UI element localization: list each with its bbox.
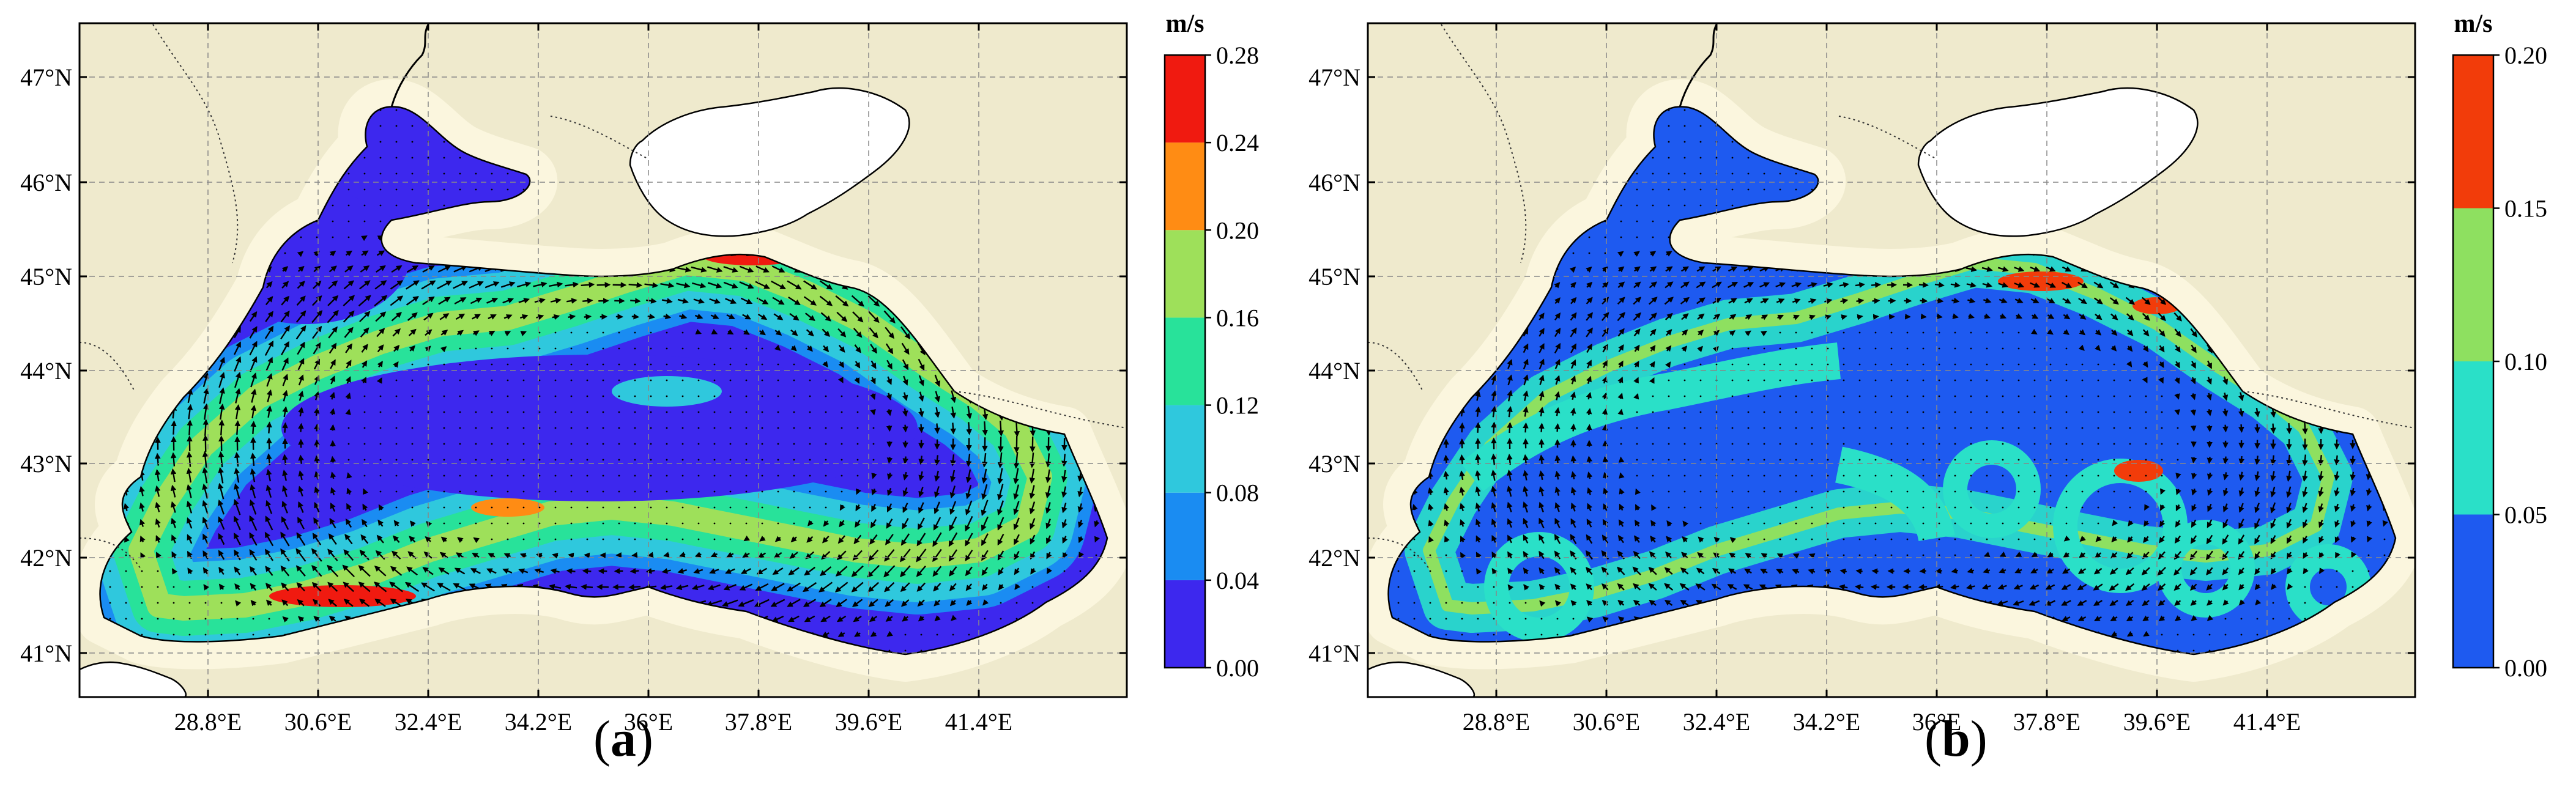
map-frame xyxy=(1367,22,2416,698)
colorbar-segment xyxy=(1165,317,1205,405)
latitude-label: 46°N xyxy=(1308,169,1360,196)
colorbar-tick-label: 0.04 xyxy=(1216,567,1259,594)
dnieper-river xyxy=(390,24,429,108)
colorbar-segment xyxy=(2453,208,2493,361)
colorbar-unit: m/s xyxy=(1166,10,1204,38)
colorbar-tick-label: 0.24 xyxy=(1216,129,1259,157)
longitude-label: 32.4°E xyxy=(395,708,462,736)
sea-of-azov xyxy=(1917,87,2199,237)
latitude-label: 47°N xyxy=(20,64,72,91)
colorbar-tick-label: 0.00 xyxy=(2504,654,2547,682)
latitude-label: 45°N xyxy=(1308,263,1360,290)
map-frame xyxy=(78,22,1128,698)
colorbar-tick-label: 0.15 xyxy=(2504,195,2547,223)
latitude-label: 46°N xyxy=(20,169,72,196)
national-border xyxy=(152,24,239,264)
longitude-label: 30.6°E xyxy=(284,708,352,736)
colorbar-segment xyxy=(1165,142,1205,231)
longitude-label: 28.8°E xyxy=(174,708,242,736)
latitude-label: 42°N xyxy=(1308,544,1360,572)
map-panel-a: 41°N 42°N 43°N 44°N 45°N 46°N 47°N 28.8°E 30.6°E… xyxy=(20,10,1259,767)
panel-a-caption: (a) xyxy=(593,711,653,767)
colorbar-tick-label: 0.28 xyxy=(1216,42,1259,69)
national-border xyxy=(1367,537,1430,569)
colorbar-segment xyxy=(2453,361,2493,515)
panel-b-caption: (b) xyxy=(1925,711,1988,767)
national-border xyxy=(954,391,1127,429)
colorbar-tick-label: 0.12 xyxy=(1216,392,1259,419)
colorbar-segment xyxy=(1165,55,1205,143)
latitude-label: 43°N xyxy=(20,450,72,478)
colorbar-segment xyxy=(1165,405,1205,493)
colorbar-segment xyxy=(2453,514,2493,668)
longitude-label: 41.4°E xyxy=(2233,708,2301,736)
latitude-label: 45°N xyxy=(20,263,72,290)
longitude-label: 39.6°E xyxy=(835,708,902,736)
latitude-label: 47°N xyxy=(1308,64,1360,91)
colorbar-tick-label: 0.20 xyxy=(2504,42,2547,69)
longitude-label: 34.2°E xyxy=(505,708,572,736)
map-a-svg: 41°N 42°N 43°N 44°N 45°N 46°N 47°N 28.8°E 30.6°E… xyxy=(20,10,1259,736)
marmara-sea xyxy=(1367,661,1475,698)
colorbar-frame xyxy=(1164,54,1206,669)
colorbar-tick-label: 0.16 xyxy=(1216,304,1259,331)
latitude-label: 42°N xyxy=(20,544,72,572)
longitude-label: 37.8°E xyxy=(725,708,792,736)
map-b-svg: 41°N 42°N 43°N 44°N 45°N 46°N 47°N 28.8°E 30.6°E… xyxy=(1308,10,2547,736)
longitude-label: 34.2°E xyxy=(1793,708,1860,736)
longitude-label: 36°E xyxy=(624,708,673,736)
colorbar-segment xyxy=(1165,492,1205,580)
national-border xyxy=(79,537,141,569)
colorbar-tick-label: 0.05 xyxy=(2504,501,2547,529)
colorbar-segment xyxy=(1165,230,1205,318)
longitude-label: 41.4°E xyxy=(945,708,1012,736)
colorbar-segment xyxy=(2453,55,2493,209)
coastline xyxy=(1387,106,2397,655)
national-border xyxy=(2242,391,2416,429)
coastline xyxy=(99,106,1108,655)
colorbar-unit: m/s xyxy=(2454,10,2493,38)
longitude-label: 32.4°E xyxy=(1683,708,1750,736)
latitude-label: 43°N xyxy=(1308,450,1360,478)
latitude-label: 44°N xyxy=(1308,357,1360,385)
latitude-label: 44°N xyxy=(20,357,72,385)
longitude-label: 37.8°E xyxy=(2013,708,2080,736)
longitude-label: 28.8°E xyxy=(1463,708,1530,736)
colorbar-tick-label: 0.20 xyxy=(1216,216,1259,244)
marmara-sea xyxy=(78,661,187,698)
colorbar-tick-label: 0.08 xyxy=(1216,479,1259,507)
longitude-label: 36°E xyxy=(1912,708,1961,736)
sea-of-azov xyxy=(629,87,910,237)
colorbar-segment xyxy=(1165,580,1205,668)
map-panel-b: 41°N 42°N 43°N 44°N 45°N 46°N 47°N 28.8°E 30.6°E… xyxy=(1288,0,2576,812)
colorbar-tick-label: 0.00 xyxy=(1216,654,1259,682)
colorbar-tick-label: 0.10 xyxy=(2504,348,2547,375)
latitude-label: 41°N xyxy=(1308,640,1360,667)
longitude-label: 30.6°E xyxy=(1573,708,1640,736)
latitude-label: 41°N xyxy=(20,640,72,667)
longitude-label: 39.6°E xyxy=(2123,708,2191,736)
national-border xyxy=(1441,24,1527,264)
dnieper-river xyxy=(1679,24,1718,108)
